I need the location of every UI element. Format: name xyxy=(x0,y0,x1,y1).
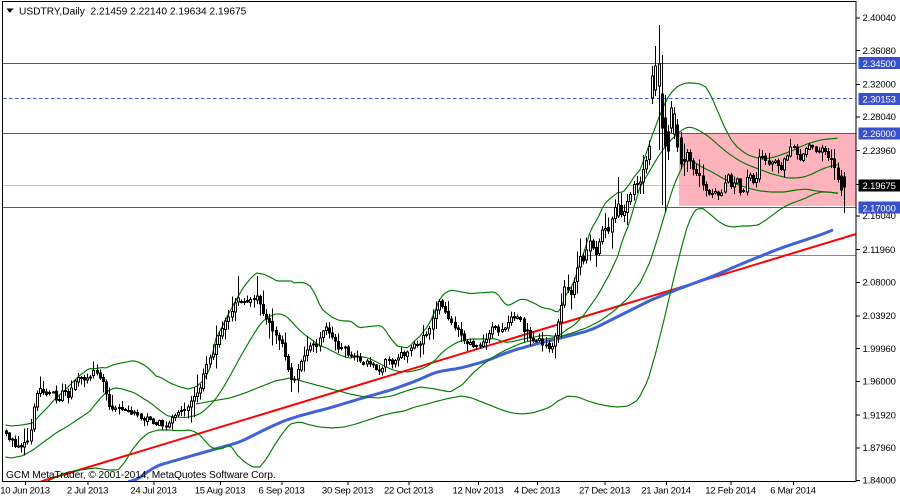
svg-text:2.26000: 2.26000 xyxy=(863,129,896,140)
svg-text:12 Nov 2013: 12 Nov 2013 xyxy=(452,486,503,497)
svg-text:21 Jan 2014: 21 Jan 2014 xyxy=(641,486,691,497)
svg-text:2.32000: 2.32000 xyxy=(863,80,896,91)
svg-text:6 Sep 2013: 6 Sep 2013 xyxy=(258,486,304,497)
svg-text:1.84000: 1.84000 xyxy=(863,476,896,487)
svg-text:24 Jul 2013: 24 Jul 2013 xyxy=(130,486,176,497)
svg-text:1.91920: 1.91920 xyxy=(863,410,896,421)
svg-text:27 Dec 2013: 27 Dec 2013 xyxy=(579,486,630,497)
svg-text:2.23960: 2.23960 xyxy=(863,146,896,157)
svg-text:4 Dec 2013: 4 Dec 2013 xyxy=(514,486,560,497)
svg-text:2.08000: 2.08000 xyxy=(863,278,896,289)
svg-text:10 Jun 2013: 10 Jun 2013 xyxy=(0,486,50,497)
svg-text:6 Mar 2014: 6 Mar 2014 xyxy=(770,486,816,497)
svg-text:2.28040: 2.28040 xyxy=(863,112,896,123)
svg-text:USDTRY,Daily 2.21459 2.22140: USDTRY,Daily 2.21459 2.22140 2.19634 2.1… xyxy=(19,7,247,18)
svg-text:2.11960: 2.11960 xyxy=(863,245,896,256)
svg-text:GCM MetaTrader, © 2001-2014, M: GCM MetaTrader, © 2001-2014, MetaQuotes … xyxy=(6,470,276,481)
svg-text:2 Jul 2013: 2 Jul 2013 xyxy=(67,486,108,497)
svg-text:2.19675: 2.19675 xyxy=(863,181,896,192)
svg-text:2.16040: 2.16040 xyxy=(863,211,896,222)
svg-text:2.40040: 2.40040 xyxy=(863,13,896,24)
svg-text:2.34500: 2.34500 xyxy=(863,59,896,70)
svg-text:1.96000: 1.96000 xyxy=(863,377,896,388)
svg-text:22 Oct 2013: 22 Oct 2013 xyxy=(384,486,433,497)
svg-text:2.36080: 2.36080 xyxy=(863,46,896,57)
svg-text:2.03920: 2.03920 xyxy=(863,311,896,322)
svg-text:2.17000: 2.17000 xyxy=(863,203,896,214)
svg-text:15 Aug 2013: 15 Aug 2013 xyxy=(195,486,246,497)
svg-text:1.87960: 1.87960 xyxy=(863,443,896,454)
svg-text:30 Sep 2013: 30 Sep 2013 xyxy=(322,486,373,497)
svg-text:1.99960: 1.99960 xyxy=(863,344,896,355)
svg-text:2.30153: 2.30153 xyxy=(863,95,896,106)
svg-text:12 Feb 2014: 12 Feb 2014 xyxy=(705,486,756,497)
